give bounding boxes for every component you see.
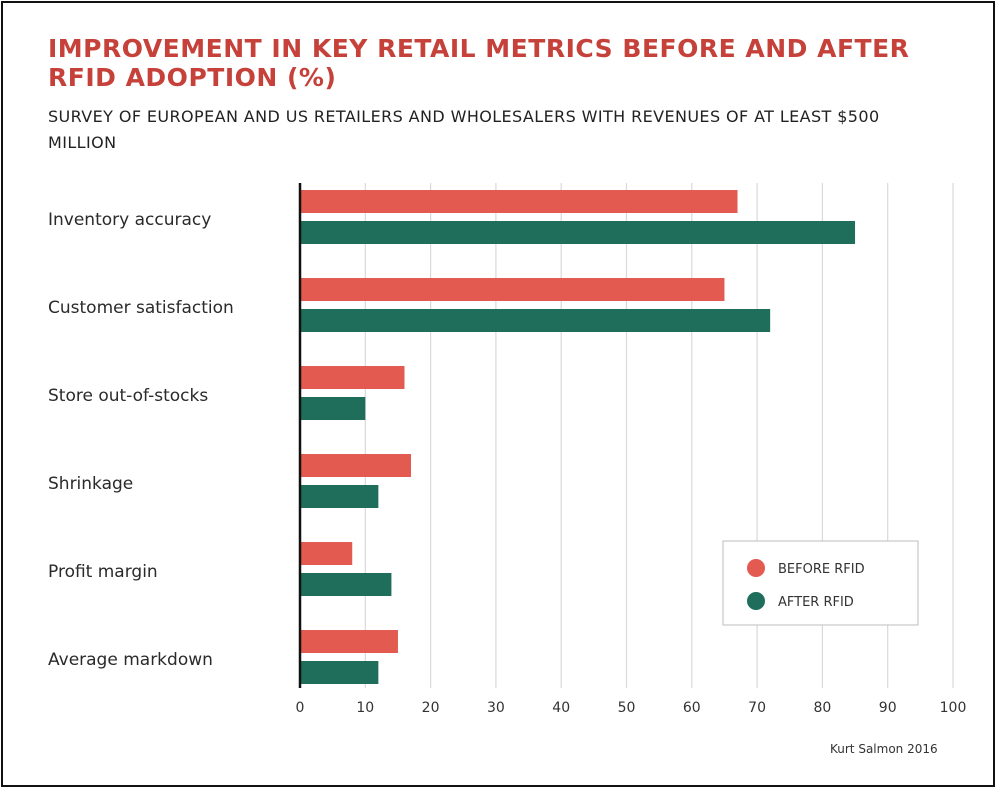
- legend-swatch-after: [747, 592, 765, 610]
- x-tick-label: 10: [356, 700, 374, 716]
- x-tick-label: 0: [296, 700, 305, 716]
- legend-label-after: AFTER RFID: [778, 595, 854, 610]
- chart-subtitle: SURVEY OF EUROPEAN AND US RETAILERS AND …: [48, 107, 880, 152]
- x-tick-label: 80: [813, 700, 831, 716]
- bar-after: [300, 573, 392, 596]
- category-label: Average markdown: [48, 650, 213, 670]
- x-tick-label: 40: [552, 700, 570, 716]
- bar-before: [300, 542, 353, 565]
- x-tick-label: 100: [940, 700, 967, 716]
- bar-before: [300, 190, 738, 213]
- x-tick-label: 70: [748, 700, 766, 716]
- bar-after: [300, 485, 379, 508]
- category-label: Inventory accuracy: [48, 210, 211, 230]
- chart-title: IMPROVEMENT IN KEY RETAIL METRICS BEFORE…: [48, 34, 910, 92]
- x-tick-label: 50: [618, 700, 636, 716]
- legend-label-before: BEFORE RFID: [778, 562, 865, 577]
- category-label: Customer satisfaction: [48, 298, 234, 318]
- category-label: Shrinkage: [48, 474, 133, 494]
- bar-after: [300, 221, 856, 244]
- legend-box: [722, 540, 919, 626]
- category-label: Profit margin: [48, 562, 158, 582]
- category-labels: Inventory accuracy Customer satisfaction S…: [48, 210, 234, 670]
- bar-before: [300, 366, 405, 389]
- legend-swatch-before: [747, 559, 765, 577]
- x-tick-label: 60: [683, 700, 701, 716]
- x-tick-label: 90: [879, 700, 897, 716]
- bar-after: [300, 661, 379, 684]
- category-label: Store out-of-stocks: [48, 386, 208, 406]
- bar-after: [300, 309, 771, 332]
- bar-before: [300, 278, 725, 301]
- legend: BEFORE RFID AFTER RFID: [722, 540, 919, 626]
- bars: [300, 190, 856, 684]
- x-tick-label: 20: [422, 700, 440, 716]
- x-tick-labels: 0 10 20 30 40 50 60 70 80 90 100: [296, 700, 967, 716]
- x-tick-label: 30: [487, 700, 505, 716]
- bar-before: [300, 454, 412, 477]
- bar-before: [300, 630, 398, 653]
- bar-after: [300, 397, 366, 420]
- source-note: Kurt Salmon 2016: [830, 742, 938, 756]
